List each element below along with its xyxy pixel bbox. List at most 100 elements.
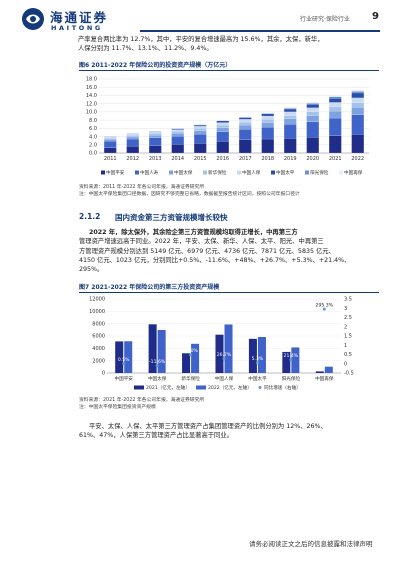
growth-label: -11.6% (149, 359, 166, 365)
y-tick-label: 10.0 (86, 110, 97, 116)
bar-segment (193, 134, 207, 144)
bar-segment (283, 118, 297, 125)
bar-segment (306, 101, 320, 104)
bar-segment (328, 96, 342, 99)
bar-segment (261, 119, 275, 123)
body-paragraph-1: 2022 年，除太保外，其余险企第三方资管规模均取得正增长，中再第三方 管理资产… (79, 228, 379, 274)
bar-segment (148, 133, 162, 136)
bar-segment (261, 127, 275, 140)
x-tick-label: 中国太平 (248, 375, 267, 382)
legend-label: 2022（亿元，左轴） (208, 384, 252, 391)
y-tick-label: 14.0 (86, 93, 97, 99)
legend-swatch (135, 170, 139, 175)
bar (148, 324, 157, 373)
brand-name-en: HAITONG (51, 24, 103, 32)
bar-segment (351, 102, 365, 108)
bar-segment (216, 122, 230, 126)
x-tick-label: 2017 (239, 156, 252, 162)
x-tick-label: 2018 (261, 156, 274, 162)
x-tick-label: 2021 (329, 156, 342, 162)
bar-segment (328, 135, 342, 154)
legend-swatch (203, 170, 207, 175)
source-line: 资料来源：2011 年-2022 年各公司年报，海通证券研究所 (79, 185, 205, 190)
bar-segment (306, 121, 320, 138)
bar-segment (328, 98, 342, 103)
legend-swatch (169, 170, 173, 175)
y-tick-label: 0 (102, 371, 105, 377)
bar-segment (328, 110, 342, 119)
bar-segment (306, 103, 320, 105)
source-line: 注：中国太平保险集团投资资产规模 (79, 405, 156, 410)
x-tick-label: 2022 (351, 156, 364, 162)
text-line: 管理资产增速远高于同业。2022 年，平安、太保、新华、人保、太平、阳光、中再第… (79, 238, 324, 246)
legend-label: 中国再保 (344, 169, 363, 176)
bar-segment (238, 117, 252, 120)
y2-tick-label: 2.5 (344, 315, 352, 321)
legend-swatch (237, 170, 241, 175)
legend-swatch (196, 385, 206, 390)
legend-label: 中国太保 (174, 169, 193, 176)
text-line: 方管理资产规模分别达到 5149 亿元、6979 亿元、4736 亿元、7871… (79, 247, 335, 255)
bar-segment (283, 108, 297, 110)
text-line: 61%、47%，人保第三方管理资产占比显著高于同业。 (79, 432, 233, 440)
bar (124, 341, 133, 373)
source-line: 资料来源：2021 年-2022 年各公司年报，海通证券研究所 (79, 398, 205, 403)
bar-segment (148, 145, 162, 154)
text-line: 平安、太保、人保、太平第三方管理资产占集团管理资产的比例分别为 12%、26%、 (89, 423, 327, 430)
bar-segment (283, 115, 297, 119)
figure6-caption-rule (79, 70, 379, 71)
bar-segment (126, 146, 140, 154)
bar-segment (238, 116, 252, 118)
bar-segment (171, 128, 185, 130)
legend-swatch (271, 170, 275, 175)
bar-segment (171, 136, 185, 145)
y2-tick-label: 0 (344, 361, 347, 367)
bar-segment (351, 114, 365, 135)
x-tick-label: 2019 (284, 156, 297, 162)
brand-name-cn: 海通证券 (50, 10, 109, 25)
y2-tick-label: 2 (344, 324, 347, 330)
bar-segment (283, 124, 297, 139)
text-line: 产率复合两比率为 12.7%，其中，平安的复合增速最高为 15.6%，其余，太保… (78, 36, 324, 43)
growth-point (222, 357, 226, 361)
bar-segment (216, 141, 230, 154)
legend-swatch (134, 385, 144, 390)
bar-segment (351, 97, 365, 103)
footer-disclaimer: 请务必阅读正文之后的信息披露和法律声明 (249, 540, 373, 548)
third-party-assets-chart: 0 2000 4000 6000 8000 10000 12000 -0.5 0 0.5 1 1.5 2… (89, 297, 354, 391)
bar (182, 353, 191, 373)
bar (115, 341, 124, 373)
x-tick-label: 中国平安 (115, 375, 134, 382)
bar-segment (351, 134, 365, 154)
x-tick-label: 2015 (194, 156, 207, 162)
bar-segment (148, 137, 162, 146)
bar-segment (171, 129, 185, 132)
bar-segment (306, 107, 320, 112)
section-number: 2.1.2 (79, 212, 101, 221)
legend-marker (258, 386, 262, 389)
growth-point (122, 362, 126, 366)
bar-segment (261, 113, 275, 115)
bar-segment (261, 113, 275, 117)
legend-label: 中国平安 (106, 169, 125, 176)
bar-segment (238, 122, 252, 126)
y-tick-label: 18.0 (86, 77, 97, 83)
legend-label: 同比增速（右轴） (264, 384, 301, 391)
y-tick-label: 6000 (92, 334, 105, 340)
bar-segment (238, 139, 252, 154)
bar-segment (283, 107, 297, 109)
growth-point (322, 307, 326, 311)
bar-segment (103, 139, 117, 142)
bar (157, 329, 166, 373)
y-tick-label: 6.0 (89, 126, 97, 132)
bar-segment (216, 120, 230, 123)
bar-segment (171, 131, 185, 134)
legend-swatch (101, 170, 105, 175)
text-line: 295%。 (79, 266, 104, 274)
growth-label: 26.7% (217, 352, 232, 358)
bar-segment (328, 102, 342, 108)
bar-segment (148, 135, 162, 138)
y-tick-label: 12000 (89, 297, 105, 303)
bar-segment (126, 135, 140, 138)
investment-assets-stacked-chart: 0.0 2.0 4.0 6.0 8.0 10.0 12.0 14.0 16.0 18.0 2011 2… (86, 77, 369, 176)
